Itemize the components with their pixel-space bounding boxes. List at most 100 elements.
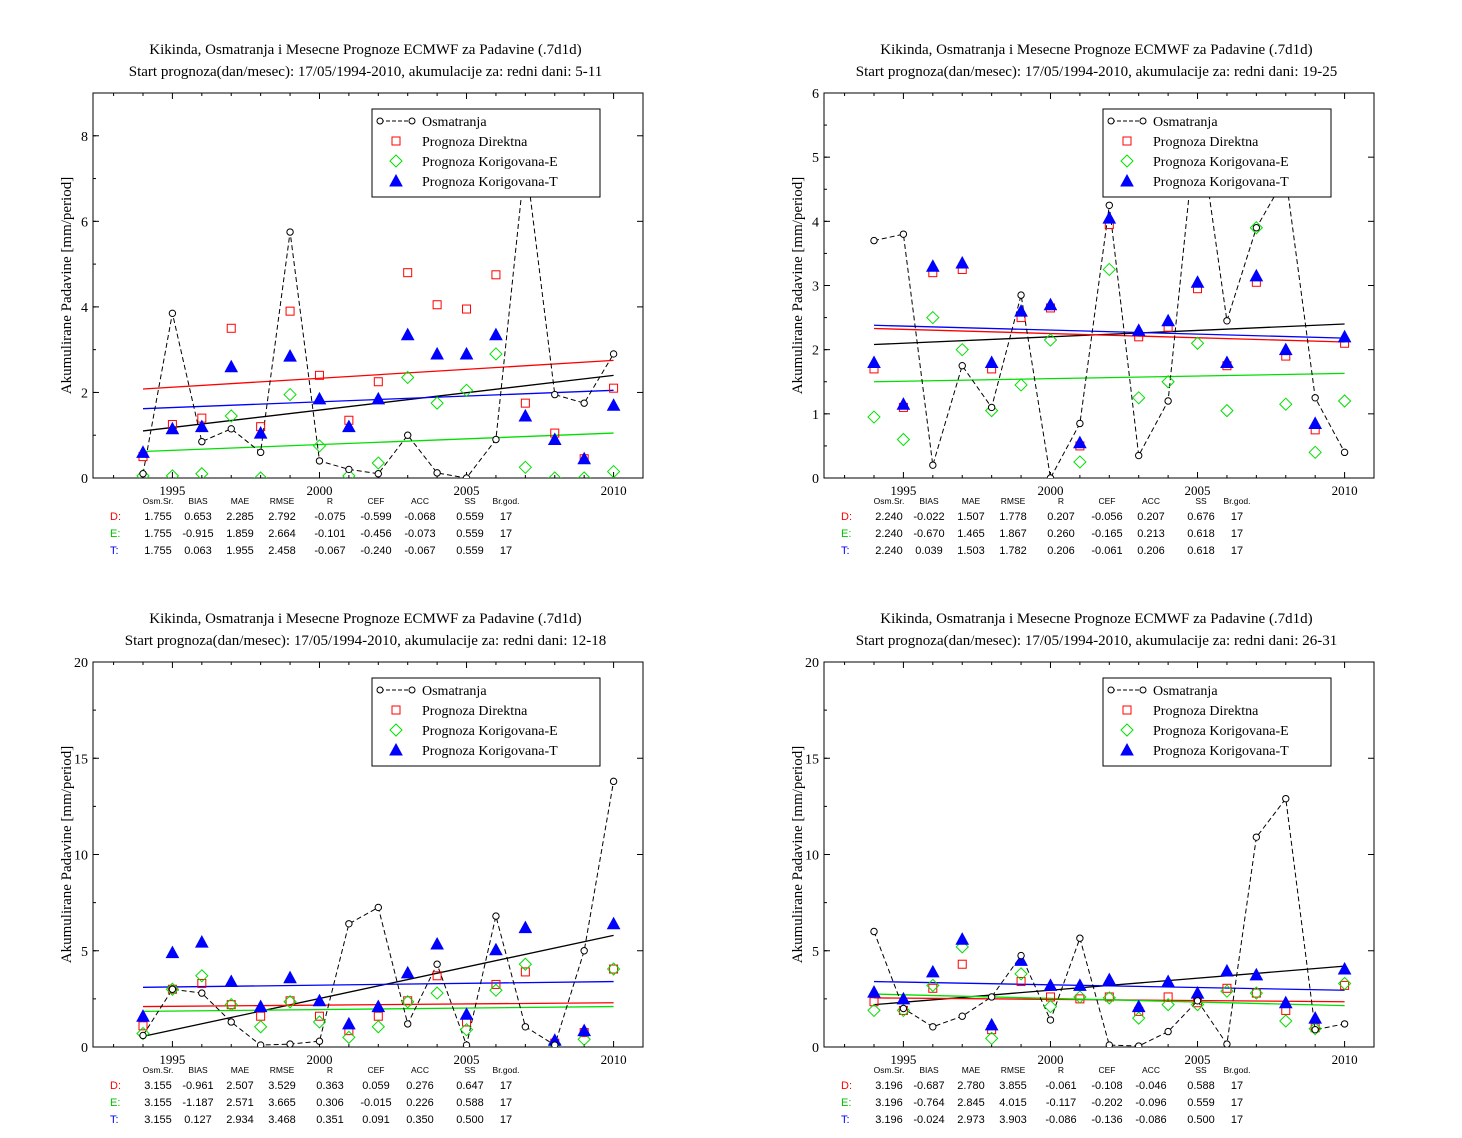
y-tick-label: 20 — [74, 656, 88, 671]
stats-row-label: E: — [841, 528, 852, 540]
corr-t-point — [371, 999, 386, 1013]
corr-e-point — [1279, 1014, 1293, 1028]
plot-area: 0 5 10 15 20 1995 2000 2005 2010 Akumulirane Pada… — [59, 656, 644, 1067]
corr-t-point — [342, 419, 356, 433]
corr-e-point — [165, 982, 180, 996]
direct-point — [1016, 977, 1026, 987]
corr-e-point — [312, 1015, 327, 1029]
x-tick-label: 2010 — [1332, 1052, 1358, 1067]
y-axis-label: Akumulirane Padavine [mm/period] — [790, 177, 806, 394]
obs-point — [551, 1041, 559, 1047]
stats-cell: 3.155 — [144, 1097, 172, 1109]
stats-cell: 0.653 — [184, 511, 212, 523]
legend-symbol — [1107, 686, 1147, 694]
stats-cell: 3.196 — [875, 1097, 903, 1109]
stats-header-cell: R — [326, 496, 334, 506]
legend-label: Osmatranja — [422, 115, 487, 130]
stats-row-label: D: — [841, 511, 852, 523]
corr-t-point — [1190, 986, 1205, 999]
chart-panel-days-5-11: Kikinda, Osmatranja i Mesecne Prognoze E… — [0, 0, 731, 569]
direct-point — [373, 1011, 383, 1021]
stats-cell: -0.086 — [1135, 1114, 1167, 1126]
stats-header-cell: Br.god. — [1223, 1065, 1251, 1075]
legend-label: Prognoza Korigovana-E — [1153, 724, 1289, 739]
direct-point — [256, 1011, 266, 1021]
legend: Osmatranja Prognoza Direktna Prognoza Kori… — [1102, 108, 1332, 198]
corr-t-point — [1249, 967, 1264, 981]
trend-line-direct — [142, 359, 614, 390]
y-tick-label: 10 — [805, 849, 819, 864]
stats-cell: 1.859 — [226, 528, 254, 540]
corr-t-point — [224, 974, 239, 988]
stats-cell: -0.022 — [913, 511, 945, 523]
corr-e-point — [1161, 375, 1175, 389]
corr-t-point — [194, 935, 209, 948]
corr-e-point — [400, 370, 415, 385]
corr-e-point — [548, 471, 562, 478]
plot-marks — [136, 153, 621, 478]
y-tick-label: 3 — [812, 280, 819, 295]
corr-e-point — [459, 1022, 474, 1037]
corr-e-point — [1161, 997, 1175, 1012]
chart-title: Kikinda, Osmatranja i Mesecne Prognoze E… — [149, 611, 582, 627]
corr-t-point — [1220, 355, 1234, 368]
corr-e-point — [459, 383, 474, 398]
corr-e-point — [577, 471, 591, 478]
obs-point — [987, 403, 996, 412]
obs-point — [315, 457, 324, 465]
y-tick-label: 15 — [805, 752, 819, 767]
stats-cell: -0.101 — [314, 528, 346, 540]
stats-cell: 0.363 — [316, 1080, 344, 1092]
obs-point — [227, 425, 235, 433]
obs-point — [345, 465, 353, 474]
legend-label: Prognoza Direktna — [422, 135, 528, 150]
x-tick-label: 1995 — [890, 1052, 916, 1067]
corr-t-point — [1131, 323, 1146, 336]
obs-point — [1164, 1027, 1172, 1036]
corr-e-point — [926, 310, 940, 325]
stats-cell: 0.206 — [1047, 545, 1075, 557]
stats-header-cell: CEF — [367, 1065, 385, 1075]
corr-t-point — [547, 432, 562, 445]
x-tick-label: 2000 — [306, 483, 332, 498]
corr-t-point — [1161, 313, 1175, 327]
stats-cell: 1.503 — [957, 545, 985, 557]
obs-point — [870, 236, 878, 245]
legend-label: Osmatranja — [1153, 684, 1218, 699]
stats-cell: 0.063 — [184, 545, 212, 557]
corr-t-point — [1278, 995, 1293, 1009]
corr-t-point — [400, 327, 415, 341]
obs-point — [1135, 1042, 1143, 1047]
stats-header-cell: BIAS — [919, 1065, 939, 1075]
stats-cell: 0.559 — [456, 545, 484, 557]
legend-symbol — [391, 136, 401, 146]
stats-row-label: E: — [110, 1097, 121, 1109]
obs-point — [462, 474, 471, 478]
corr-e-point — [1249, 221, 1264, 235]
stats-cell: 2.458 — [268, 545, 296, 557]
stats-header-cell: SS — [464, 496, 476, 506]
x-tick-label: 2000 — [306, 1052, 332, 1067]
direct-point — [491, 979, 501, 989]
stats-cell: 0.207 — [1047, 511, 1075, 523]
corr-t-point — [955, 255, 970, 269]
legend-label: Prognoza Korigovana-E — [1153, 155, 1289, 170]
stats-row-label: D: — [841, 1080, 852, 1092]
x-tick-label: 2000 — [1037, 483, 1063, 498]
plot-marks — [867, 108, 1352, 478]
stats-cell: 3.855 — [999, 1080, 1027, 1092]
corr-t-point — [459, 346, 474, 360]
legend-symbol — [1122, 136, 1132, 146]
stats-cell: 1.755 — [144, 528, 172, 540]
corr-t-point — [283, 349, 297, 362]
y-tick-label: 0 — [812, 472, 819, 487]
direct-point — [285, 306, 295, 316]
stats-cell: -0.456 — [360, 528, 392, 540]
stats-cell: 17 — [499, 528, 513, 540]
obs-point — [1193, 997, 1202, 1005]
stats-cell: 3.903 — [999, 1114, 1027, 1126]
obs-point — [1105, 1041, 1113, 1047]
corr-t-point — [342, 1016, 356, 1030]
trend-line-corr-e — [873, 993, 1345, 1007]
stats-header-cell: SS — [464, 1065, 476, 1075]
